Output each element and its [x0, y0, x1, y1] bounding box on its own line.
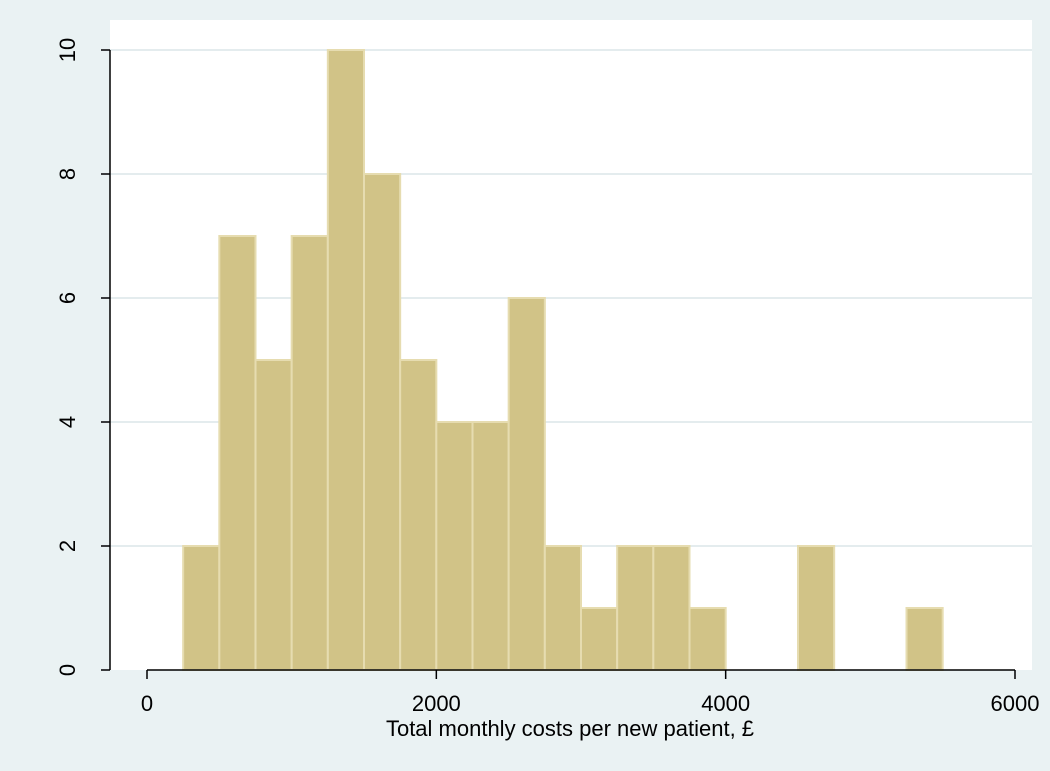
axes [109, 50, 1015, 671]
histogram-bar [182, 545, 221, 671]
x-tick-label: 2000 [412, 691, 461, 716]
histogram-bar [290, 235, 329, 671]
y-tick-label: 2 [55, 540, 80, 552]
tick-labels: 0 2 4 6 8 10 0 2000 4000 6000 [55, 38, 1039, 716]
y-tick-label: 0 [55, 664, 80, 676]
bars [182, 49, 944, 671]
histogram-bar [543, 545, 582, 671]
histogram-bar [471, 421, 510, 671]
histogram-bar [580, 607, 619, 671]
histogram-bar [435, 421, 474, 671]
histogram-bar [363, 173, 402, 671]
x-tick-label: 6000 [991, 691, 1040, 716]
y-tick-label: 4 [55, 416, 80, 428]
x-axis-title: Total monthly costs per new patient, £ [386, 716, 754, 741]
histogram-bar [797, 545, 836, 671]
y-tick-label: 10 [55, 38, 80, 62]
y-tick-label: 8 [55, 168, 80, 180]
x-tick-label: 0 [141, 691, 153, 716]
histogram-bar [507, 297, 546, 671]
histogram-bar [688, 607, 727, 671]
histogram-bar [326, 49, 366, 671]
histogram-bar [218, 235, 257, 671]
y-tick-label: 6 [55, 292, 80, 304]
histogram-bar [905, 607, 944, 671]
histogram-bar [616, 545, 655, 671]
x-tick-label: 4000 [701, 691, 750, 716]
histogram-bar [399, 359, 438, 671]
histogram-bar [652, 545, 691, 671]
histogram-bar [254, 359, 293, 671]
